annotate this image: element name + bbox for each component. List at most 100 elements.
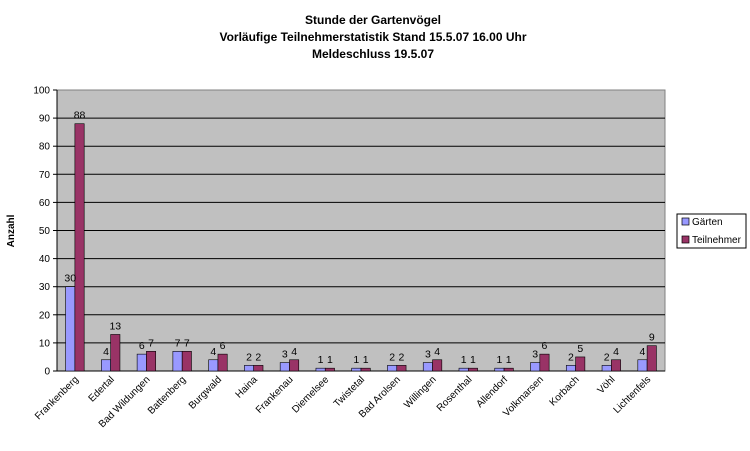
data-label-garten-volkmarsen: 3: [532, 349, 538, 361]
y-tick-label: 10: [39, 338, 51, 349]
x-tick-label-edertal: Edertal: [87, 374, 117, 404]
bar-teilnehmer-edertal: [110, 334, 121, 372]
y-tick-label: 30: [39, 282, 51, 293]
data-label-garten-rosenthal: 1: [461, 354, 467, 366]
bar-garten-twistetal: [351, 367, 362, 372]
y-tick-label: 90: [39, 114, 51, 125]
y-tick-label: 40: [39, 254, 51, 265]
bar-garten-battenberg: [172, 351, 183, 372]
x-tick-label-allendorf: Allendorf: [474, 374, 510, 410]
y-axis-label: Anzahl: [6, 214, 17, 247]
data-label-teilnehmer-haina: 2: [255, 351, 261, 363]
data-label-teilnehmer-frankenberg: 88: [74, 110, 86, 122]
y-tick-label: 70: [39, 170, 51, 181]
data-label-teilnehmer-volkmarsen: 6: [542, 340, 548, 352]
data-label-teilnehmer-edertal: 13: [109, 320, 121, 332]
bar-teilnehmer-vohl: [611, 359, 621, 372]
bar-garten-allendorf: [494, 367, 505, 372]
bar-teilnehmer-frankenau: [289, 359, 300, 372]
data-label-garten-bad-arolsen: 2: [389, 351, 395, 363]
data-label-teilnehmer-twistetal: 1: [363, 354, 369, 366]
bar-teilnehmer-volkmarsen: [539, 353, 550, 372]
bar-garten-diemelsee: [315, 367, 326, 372]
data-label-teilnehmer-bad-arolsen: 2: [398, 351, 404, 363]
x-tick-label-frankenberg: Frankenberg: [33, 374, 81, 422]
data-label-garten-vohl: 2: [604, 351, 610, 363]
x-tick-label-haina: Haina: [234, 374, 261, 401]
gridlines: [57, 117, 665, 344]
bar-garten-vohl: [601, 365, 612, 372]
data-label-garten-haina: 2: [246, 351, 252, 363]
bar-teilnehmer-bad-arolsen: [396, 365, 407, 372]
data-label-garten-burgwald: 4: [210, 346, 216, 358]
x-tick-label-lichtenfels: Lichtenfels: [612, 374, 654, 416]
data-label-teilnehmer-korbach: 5: [577, 343, 583, 355]
bar-garten-bad-arolsen: [387, 365, 398, 372]
data-label-teilnehmer-bad-wildungen: 7: [148, 337, 154, 349]
y-tick-label: 80: [39, 142, 51, 153]
y-tick-label: 100: [33, 86, 50, 97]
bar-garten-frankenberg: [65, 286, 76, 372]
legend: Gärten Teilnehmer: [676, 213, 747, 249]
bar-garten-volkmarsen: [530, 362, 541, 372]
x-tick-label-vohl: Vöhl: [596, 374, 618, 396]
data-label-teilnehmer-frankenau: 4: [291, 346, 297, 358]
x-tick-label-willingen: Willingen: [402, 374, 438, 410]
data-label-teilnehmer-allendorf: 1: [506, 354, 512, 366]
data-label-teilnehmer-battenberg: 7: [184, 337, 190, 349]
bar-teilnehmer-allendorf: [503, 367, 514, 372]
legend-label-teilnehmer: Teilnehmer: [692, 235, 742, 246]
y-tick-label: 60: [39, 198, 51, 209]
bar-teilnehmer-willingen: [432, 359, 443, 372]
legend-swatch-teilnehmer: [681, 235, 690, 244]
bar-garten-edertal: [101, 359, 111, 372]
data-label-garten-frankenberg: 30: [64, 273, 76, 285]
bar-teilnehmer-rosenthal: [467, 367, 478, 372]
chart-subtitle: Vorläufige Teilnehmerstatistik Stand 15.…: [219, 30, 526, 44]
data-label-garten-battenberg: 7: [175, 337, 181, 349]
data-label-garten-lichtenfels: 4: [640, 346, 646, 358]
data-label-garten-bad-wildungen: 6: [139, 340, 145, 352]
bar-teilnehmer-battenberg: [181, 351, 192, 372]
data-label-garten-allendorf: 1: [496, 354, 502, 366]
bar-garten-willingen: [422, 362, 433, 372]
data-label-garten-frankenau: 3: [282, 349, 288, 361]
y-tick-label: 50: [39, 226, 51, 237]
bar-garten-lichtenfels: [637, 359, 648, 372]
bar-garten-haina: [244, 365, 255, 372]
bar-garten-bad-wildungen: [136, 353, 147, 372]
data-label-teilnehmer-burgwald: 6: [220, 340, 226, 352]
bar-teilnehmer-burgwald: [217, 353, 228, 372]
x-tick-label-rosenthal: Rosenthal: [435, 374, 475, 414]
data-label-garten-diemelsee: 1: [318, 354, 324, 366]
bar-garten-frankenau: [279, 362, 290, 372]
y-tick-label: 0: [44, 367, 50, 378]
bars: [65, 123, 657, 372]
bar-teilnehmer-haina: [253, 365, 264, 372]
x-tick-label-korbach: Korbach: [548, 374, 582, 408]
bar-teilnehmer-bad-wildungen: [146, 351, 157, 372]
bar-teilnehmer-korbach: [575, 356, 586, 372]
chart-title: Stunde der Gartenvögel: [305, 13, 441, 27]
data-label-teilnehmer-willingen: 4: [434, 346, 440, 358]
x-tick-label-battenberg: Battenberg: [146, 374, 188, 416]
x-tick-label-twistetal: Twistetal: [332, 374, 367, 409]
bar-garten-korbach: [565, 365, 576, 372]
x-tick-label-frankenau: Frankenau: [254, 374, 296, 416]
bar-teilnehmer-lichtenfels: [646, 345, 657, 372]
y-tick-label: 20: [39, 310, 51, 321]
data-label-teilnehmer-rosenthal: 1: [470, 354, 476, 366]
legend-swatch-gaerten: [681, 217, 690, 226]
data-label-garten-twistetal: 1: [353, 354, 359, 366]
x-tick-label-diemelsee: Diemelsee: [290, 374, 331, 415]
legend-label-gaerten: Gärten: [692, 217, 723, 228]
x-tick-label-burgwald: Burgwald: [187, 374, 224, 411]
bar-garten-rosenthal: [458, 367, 469, 372]
bar-teilnehmer-twistetal: [360, 367, 371, 372]
bar-teilnehmer-diemelsee: [324, 367, 335, 372]
data-label-teilnehmer-lichtenfels: 9: [649, 332, 655, 344]
